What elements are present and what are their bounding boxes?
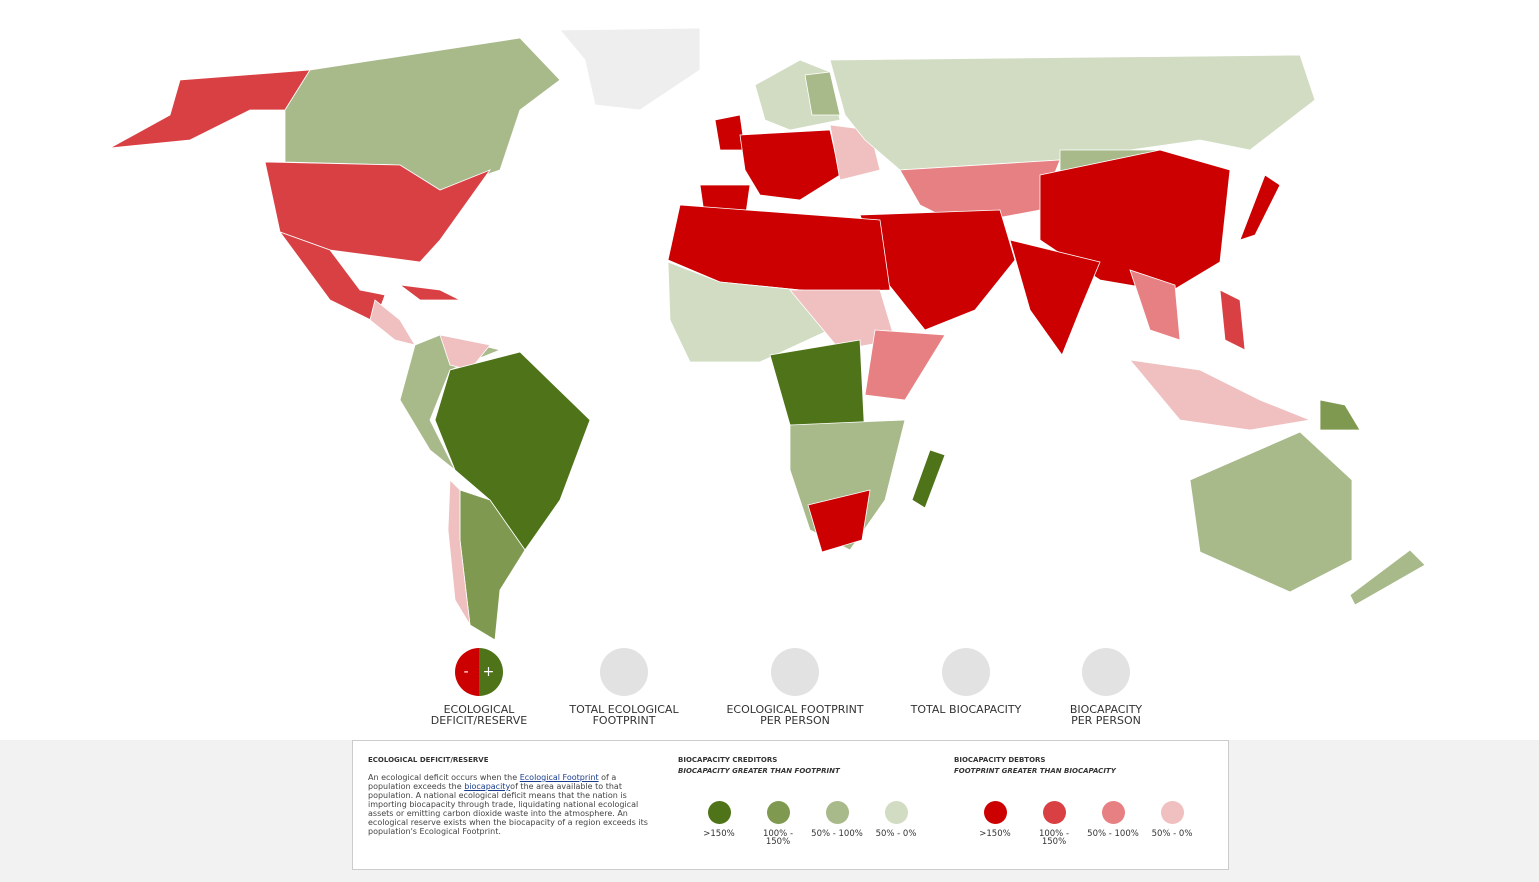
legend-label: 50% - 100% — [811, 829, 863, 839]
world-map — [109, 27, 1426, 640]
legend-swatch — [1101, 801, 1125, 824]
legend-item: 50% - 100% — [809, 801, 865, 838]
group-title: BIOCAPACITY DEBTORS — [954, 756, 1046, 764]
indonesia — [1129, 359, 1312, 431]
legend-panel: ECOLOGICAL DEFICIT/RESERVE An ecological… — [352, 740, 1229, 870]
legend-swatch — [766, 801, 790, 824]
legend-label: 100% - 150% — [762, 829, 794, 847]
legend-description: An ecological deficit occurs when the Ec… — [368, 773, 658, 836]
png — [1319, 399, 1361, 431]
tab[interactable]: - + ECOLOGICAL DEFICIT/RESERVE — [404, 648, 554, 726]
link[interactable]: biocapacity — [464, 782, 511, 791]
group-title: BIOCAPACITY CREDITORS — [678, 756, 778, 764]
legend-title: ECOLOGICAL DEFICIT/RESERVE — [368, 756, 489, 764]
southeast-asia — [1129, 269, 1181, 341]
tab-label: TOTAL ECOLOGICAL FOOTPRINT — [569, 703, 679, 727]
alaska — [109, 69, 311, 149]
legend-item: 100% - 150% — [1026, 801, 1082, 846]
tab-label: ECOLOGICAL FOOTPRINT PER PERSON — [726, 703, 864, 727]
mexico — [278, 231, 386, 323]
tab-icon — [600, 648, 648, 696]
finland — [804, 71, 841, 116]
legend-item: 50% - 0% — [868, 801, 924, 838]
tab-label: ECOLOGICAL DEFICIT/RESERVE — [430, 703, 528, 727]
legend-swatch — [983, 801, 1007, 824]
legend-label: 50% - 0% — [1151, 829, 1193, 839]
east-africa — [864, 329, 946, 401]
tab-icon — [1082, 648, 1130, 696]
tab-label: TOTAL BIOCAPACITY — [910, 703, 1022, 716]
greenland — [559, 27, 701, 111]
tab[interactable]: TOTAL ECOLOGICAL FOOTPRINT — [549, 648, 699, 726]
legend-item: >150% — [967, 801, 1023, 838]
tab[interactable]: TOTAL BIOCAPACITY — [891, 648, 1041, 715]
chile — [447, 479, 471, 626]
tab[interactable]: BIOCAPACITY PER PERSON — [1031, 648, 1181, 726]
new-zealand — [1349, 549, 1426, 606]
madagascar — [911, 449, 946, 509]
legend-swatch — [1160, 801, 1184, 824]
text: An ecological deficit occurs when the — [368, 773, 520, 782]
legend-item: 50% - 100% — [1085, 801, 1141, 838]
legend-item: 50% - 0% — [1144, 801, 1200, 838]
text: of a population exceeds the — [368, 773, 617, 791]
uk — [714, 114, 746, 151]
icon-plus: + — [482, 664, 495, 680]
legend-label: 50% - 100% — [1087, 829, 1139, 839]
tab-icon — [771, 648, 819, 696]
group-subtitle: BIOCAPACITY GREATER THAN FOOTPRINT — [678, 767, 840, 775]
text: of the area available to that population… — [368, 782, 648, 836]
tab-icon — [942, 648, 990, 696]
tab-icon: - + — [455, 648, 503, 696]
legend-label: >150% — [703, 829, 735, 839]
legend-swatch — [825, 801, 849, 824]
legend-swatch — [707, 801, 731, 824]
legend-swatch — [1042, 801, 1066, 824]
legend-item: 100% - 150% — [750, 801, 806, 846]
legend-item: >150% — [691, 801, 747, 838]
philippines — [1219, 289, 1246, 351]
tab-label: BIOCAPACITY PER PERSON — [1069, 703, 1143, 727]
central-america — [369, 299, 416, 346]
group-subtitle: FOOTPRINT GREATER THAN BIOCAPACITY — [954, 767, 1116, 775]
caribbean — [398, 284, 461, 301]
australia — [1189, 431, 1353, 593]
japan — [1239, 174, 1281, 241]
west-africa — [667, 261, 841, 363]
link[interactable]: Ecological Footprint — [519, 773, 599, 782]
western-europe — [739, 129, 841, 201]
icon-minus: - — [463, 664, 469, 680]
legend-label: 50% - 0% — [875, 829, 917, 839]
south-africa — [807, 489, 871, 553]
tab[interactable]: ECOLOGICAL FOOTPRINT PER PERSON — [720, 648, 870, 726]
legend-label: 100% - 150% — [1038, 829, 1070, 847]
legend-swatch — [884, 801, 908, 824]
china — [1039, 149, 1231, 293]
india — [1009, 239, 1101, 356]
legend-label: >150% — [979, 829, 1011, 839]
